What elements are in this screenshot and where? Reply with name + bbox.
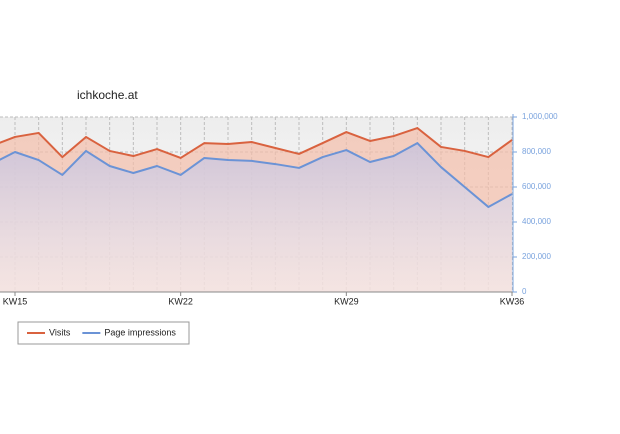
lines (0, 127, 513, 208)
x-tick-label: KW36 (500, 296, 525, 306)
legend: Visits Page impressions (17, 321, 190, 345)
line (0, 142, 513, 208)
x-tick-label: KW29 (334, 296, 359, 306)
y-tick-label: 1,000,000 (522, 112, 558, 121)
x-tick-label: KW22 (168, 296, 193, 306)
y-tick-label: 200,000 (522, 252, 551, 261)
y-tick-label: 600,000 (522, 182, 551, 191)
line (0, 127, 513, 159)
legend-label: Visits (49, 327, 71, 337)
chart-title: ichkoche.at (77, 88, 138, 102)
y-tick-label: 0 (522, 287, 527, 296)
x-tick-label: KW15 (3, 296, 28, 306)
y-tick-label: 800,000 (522, 147, 551, 156)
legend-box (17, 321, 190, 345)
area (0, 143, 513, 292)
areas (0, 128, 513, 292)
legend-label: Page impressions (104, 327, 176, 337)
y-tick-label: 400,000 (522, 217, 551, 226)
